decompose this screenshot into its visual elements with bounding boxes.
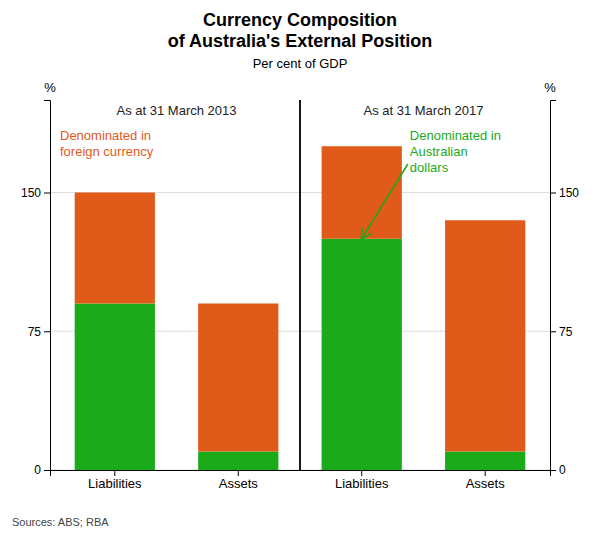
bar-segment <box>445 452 525 471</box>
y2-tick-mark <box>550 193 556 194</box>
annotation-line: foreign currency <box>60 144 154 159</box>
y-axis-line <box>44 101 51 471</box>
annotation: Denominated inforeign currency <box>60 128 154 159</box>
y2-axis-label: % <box>544 80 556 95</box>
y-axis: 0 75 150 <box>21 101 51 478</box>
x-tick-label: Assets <box>219 476 259 491</box>
subtitle: Per cent of GDP <box>253 56 348 71</box>
y2-tick-label: 75 <box>559 325 573 339</box>
annotation-line: Australian <box>410 144 468 159</box>
y-tick: 150 <box>21 186 50 200</box>
y2-tick-mark <box>550 470 556 471</box>
x-tick: Liabilities <box>335 470 389 491</box>
x-tick-label: Liabilities <box>88 476 142 491</box>
y2-tick-mark <box>550 331 556 332</box>
panel-divider <box>299 100 301 470</box>
bar-segment <box>75 304 155 471</box>
x-axis-line <box>51 471 551 477</box>
bar-segment <box>198 452 278 471</box>
y2-tick: 150 <box>550 186 579 200</box>
x-tick-label: Liabilities <box>335 476 389 491</box>
y-tick-label: 150 <box>21 186 41 200</box>
panel-label-line: As at 31 March 2013 <box>117 103 237 118</box>
y2-axis: 0 75 150 <box>550 101 579 478</box>
x-tick: Assets <box>466 470 506 491</box>
panel-label-line: As at 31 March 2017 <box>363 103 483 118</box>
y-tick-mark <box>44 193 50 194</box>
panel-label: As at 31 March 2017 <box>363 103 483 118</box>
annotation-arrow <box>362 164 408 239</box>
y2-tick-label: 150 <box>559 186 579 200</box>
y2-tick: 0 <box>550 463 566 477</box>
y-tick: 75 <box>28 325 50 339</box>
panel-label: As at 31 March 2013 <box>117 103 237 118</box>
y2-tick-label: 0 <box>559 463 566 477</box>
y2-tick: 75 <box>550 325 573 339</box>
chart: Currency Compositionof Australia's Exter… <box>0 0 600 534</box>
bar-segment <box>322 239 402 470</box>
bar-segment <box>445 220 525 451</box>
y-tick-label: 0 <box>34 463 41 477</box>
title-line: of Australia's External Position <box>168 31 433 51</box>
y-axis-label: % <box>44 80 56 95</box>
title: Currency Compositionof Australia's Exter… <box>168 10 433 51</box>
x-tick-mark <box>485 470 486 476</box>
x-tick: Assets <box>219 470 259 491</box>
x-tick: Liabilities <box>88 470 142 491</box>
y-tick-mark <box>44 470 50 471</box>
y2-axis-line <box>551 101 557 471</box>
x-tick-label: Assets <box>466 476 506 491</box>
source: Sources: ABS; RBA <box>12 516 109 528</box>
bar-segment <box>198 304 278 452</box>
x-axis: Liabilities Assets Liabilities Assets <box>51 470 551 491</box>
bar-segment <box>75 193 155 304</box>
y-tick-label: 75 <box>28 325 42 339</box>
annotation-line: Denominated in <box>60 128 151 143</box>
annotation-line: dollars <box>410 160 449 175</box>
annotation-line: Denominated in <box>410 128 501 143</box>
x-tick-mark <box>114 470 115 476</box>
y-tick: 0 <box>34 463 50 477</box>
x-tick-mark <box>238 470 239 476</box>
title-line: Currency Composition <box>203 10 397 30</box>
annotation: Denominated inAustraliandollars <box>410 128 501 175</box>
x-tick-mark <box>361 470 362 476</box>
y-tick-mark <box>44 331 50 332</box>
